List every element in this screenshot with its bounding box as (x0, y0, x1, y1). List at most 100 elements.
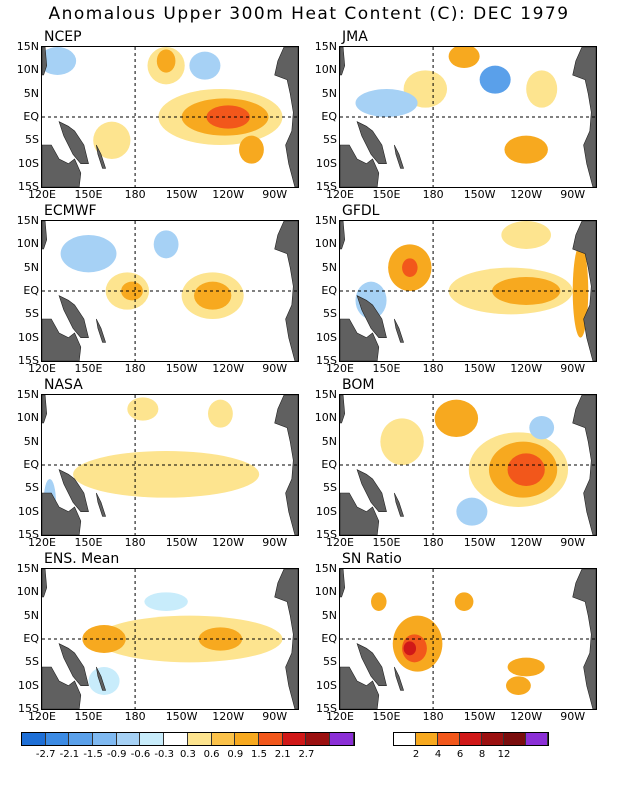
colorbar-label: 2.7 (298, 749, 315, 760)
map-panel-gfdl (339, 220, 597, 362)
anomaly-contour (208, 399, 233, 428)
anomaly-contour (434, 399, 479, 437)
map-canvas (340, 395, 596, 535)
lat-tick-label: 5N (23, 86, 39, 100)
lat-tick-label: 15N (16, 388, 39, 401)
anomaly-contour (96, 615, 283, 663)
colorbar-swatch (22, 733, 46, 745)
anomaly-contour (529, 416, 555, 440)
land-mass (340, 569, 346, 598)
colorbar-label: -0.3 (154, 749, 174, 760)
colorbar-swatch (416, 733, 438, 745)
land-mass (58, 469, 89, 512)
lat-tick-label: 5N (321, 86, 337, 100)
anomaly-contour (355, 89, 418, 117)
lat-tick-label: 5S (25, 307, 39, 321)
anomaly-contour (93, 121, 131, 159)
map-canvas (42, 569, 298, 709)
colorbar-heat-content (21, 732, 355, 746)
colorbar-swatch (69, 733, 94, 745)
lon-tick-label: 120W (510, 710, 543, 723)
anomaly-contour (380, 418, 424, 465)
panel-title-jma: JMA (342, 29, 368, 45)
land-mass (42, 318, 82, 361)
land-mass (340, 666, 380, 709)
anomaly-contour (42, 47, 77, 75)
land-mass (394, 666, 405, 691)
land-mass (356, 121, 387, 164)
map-panel-bom (339, 394, 597, 536)
anomaly-contour (60, 235, 117, 273)
colorbar-label: 8 (478, 749, 486, 760)
anomaly-contour (127, 397, 159, 421)
lat-tick-label: 10S (18, 156, 39, 170)
panel-title-bom: BOM (342, 377, 375, 393)
lat-tick-label: 5S (25, 655, 39, 669)
lat-tick-label: 10S (316, 678, 337, 692)
colorbar-swatch (460, 733, 482, 745)
land-mass (274, 569, 298, 709)
map-canvas (340, 569, 596, 709)
lon-tick-label: 120E (28, 188, 56, 201)
lat-tick-label: 5N (321, 260, 337, 274)
lon-tick-label: 180 (422, 536, 444, 549)
lat-tick-label: 5S (323, 307, 337, 321)
anomaly-contour (454, 592, 474, 611)
lon-tick-label: 150W (463, 536, 496, 549)
lat-tick-label: 15N (16, 214, 39, 227)
lat-tick-label: EQ (321, 110, 337, 123)
anomaly-contour (479, 65, 511, 94)
lat-tick-label: 10S (316, 504, 337, 518)
colorbar-sn-ratio (393, 732, 549, 746)
lat-tick-label: EQ (321, 632, 337, 645)
map-panel-sn-ratio (339, 568, 597, 710)
lon-tick-label: 120E (28, 710, 56, 723)
lat-tick-label: 5N (23, 260, 39, 274)
colorbar-swatch (526, 733, 548, 745)
anomaly-contour (501, 221, 552, 249)
land-mass (340, 144, 380, 187)
lat-tick-label: 15S (18, 180, 39, 193)
map-canvas (42, 221, 298, 361)
map-panel-nasa (41, 394, 299, 536)
land-mass (356, 469, 387, 512)
anomaly-contour (507, 453, 545, 486)
colorbar-label: 4 (434, 749, 442, 760)
lon-tick-label: 90W (560, 188, 586, 201)
anomaly-contour (402, 258, 418, 277)
land-mass (572, 47, 596, 187)
colorbar-label: 6 (456, 749, 464, 760)
lon-tick-label: 150E (74, 188, 103, 201)
lon-tick-label: 90W (262, 188, 288, 201)
lon-tick-label: 180 (124, 536, 146, 549)
colorbar-swatch (45, 733, 70, 745)
colorbar-label: 12 (497, 749, 511, 760)
land-mass (42, 221, 48, 250)
colorbar-swatch (187, 733, 212, 745)
figure-title: Anomalous Upper 300m Heat Content (C): D… (48, 4, 570, 24)
lat-tick-label: 15N (16, 562, 39, 575)
lat-tick-label: EQ (23, 632, 39, 645)
lon-tick-label: 120W (212, 188, 245, 201)
lon-tick-label: 150W (165, 362, 198, 375)
land-mass (42, 666, 82, 709)
land-mass (42, 395, 48, 424)
lon-tick-label: 150E (74, 710, 103, 723)
lon-tick-label: 180 (124, 362, 146, 375)
land-mass (356, 295, 387, 338)
lon-tick-label: 150W (165, 710, 198, 723)
lat-tick-label: 15S (316, 354, 337, 367)
anomaly-contour (371, 592, 387, 611)
lon-tick-label: 120W (212, 362, 245, 375)
lon-tick-label: 120W (510, 188, 543, 201)
lon-tick-label: 120W (510, 536, 543, 549)
land-mass (274, 221, 298, 361)
land-mass (42, 144, 82, 187)
lon-tick-label: 150E (372, 188, 401, 201)
colorbar-label: 2 (412, 749, 420, 760)
lat-tick-label: 15N (314, 40, 337, 53)
lat-tick-label: EQ (23, 458, 39, 471)
lat-tick-label: 10N (16, 63, 39, 77)
land-mass (42, 569, 48, 598)
colorbar-swatch (93, 733, 117, 745)
